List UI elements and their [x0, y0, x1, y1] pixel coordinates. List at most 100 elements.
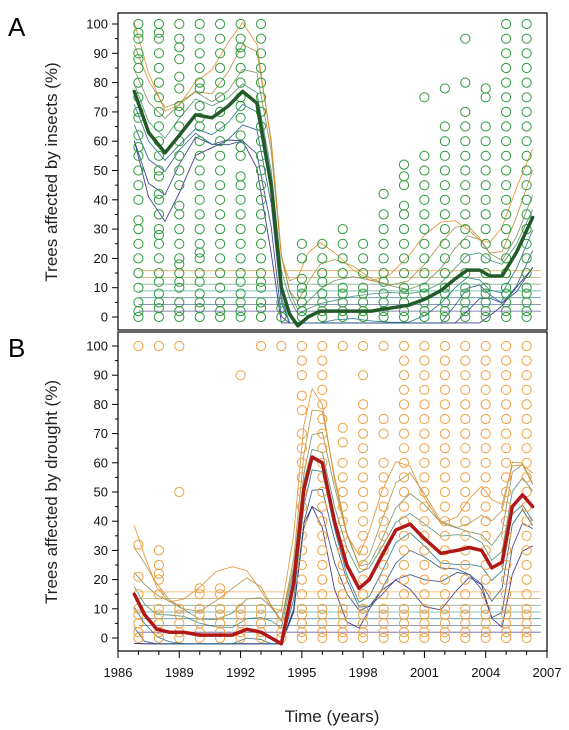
- scatter-point: [398, 428, 410, 439]
- scatter-point: [460, 443, 471, 454]
- scatter-point: [153, 106, 164, 118]
- scatter-point: [133, 180, 144, 191]
- scatter-point: [194, 276, 205, 287]
- scatter-point: [439, 355, 450, 366]
- scatter-point: [521, 516, 532, 527]
- scatter-point: [317, 399, 328, 410]
- scatter-point: [460, 106, 471, 118]
- scatter-point: [378, 276, 389, 287]
- scatter-point: [194, 303, 205, 314]
- scatter-point: [194, 209, 205, 220]
- scatter-point: [398, 486, 410, 498]
- scatter-point: [174, 83, 185, 94]
- scatter-point: [460, 136, 471, 147]
- scatter-point: [358, 443, 369, 454]
- scatter-point: [153, 609, 164, 620]
- scatter-point: [480, 121, 491, 132]
- scatter-point: [215, 121, 226, 132]
- scatter-point: [419, 224, 430, 235]
- scatter-point: [480, 355, 491, 366]
- scatter-point: [215, 136, 226, 147]
- scatter-point: [521, 48, 532, 59]
- scatter-point: [153, 589, 164, 600]
- scatter-point: [153, 194, 164, 205]
- scatter-point: [439, 83, 450, 94]
- scatter-point: [153, 48, 164, 59]
- scatter-point: [153, 92, 164, 103]
- scatter-point: [480, 165, 491, 176]
- scatter-point: [439, 609, 450, 620]
- scatter-point: [358, 486, 369, 498]
- scatter-point: [460, 180, 471, 191]
- x-tick-label: 1989: [165, 665, 194, 680]
- scatter-point: [460, 77, 471, 88]
- scatter-point: [460, 632, 471, 644]
- scatter-point: [337, 224, 348, 235]
- scatter-point: [398, 311, 410, 323]
- scatter-point: [521, 136, 532, 147]
- contour-line: [133, 21, 534, 282]
- scatter-point: [255, 303, 267, 314]
- scatter-point: [501, 253, 512, 264]
- scatter-point: [398, 399, 410, 410]
- scatter-point: [133, 142, 144, 153]
- scatter-point: [296, 238, 307, 249]
- scatter-point: [235, 194, 246, 205]
- scatter-point: [501, 632, 512, 644]
- scatter-point: [215, 589, 226, 600]
- scatter-point: [358, 340, 369, 352]
- scatter-point: [317, 238, 328, 249]
- scatter-point: [521, 545, 532, 556]
- scatter-point: [174, 311, 185, 323]
- scatter-point: [480, 516, 491, 527]
- y-tick-label: 10: [94, 601, 108, 616]
- scatter-point: [174, 297, 185, 308]
- scatter-point: [337, 457, 348, 468]
- scatter-point: [501, 399, 512, 410]
- scatter-point: [194, 247, 205, 258]
- scatter-point: [501, 384, 512, 395]
- scatter-point: [501, 224, 512, 235]
- scatter-point: [460, 589, 471, 600]
- panel-a: 0 10 20 30 40 50 60 70 80 90 100 A Trees affected …: [8, 12, 548, 331]
- scatter-point: [439, 486, 450, 498]
- scatter-point: [480, 428, 491, 439]
- contour-line: [133, 448, 534, 629]
- scatter-point: [317, 384, 328, 395]
- scatter-point: [439, 253, 450, 264]
- x-tick-label: 2001: [410, 665, 439, 680]
- scatter-point: [153, 121, 164, 132]
- scatter-point: [480, 194, 491, 205]
- scatter-point: [133, 282, 144, 293]
- scatter-point: [439, 516, 450, 527]
- panel-b-frame: [117, 331, 548, 652]
- scatter-point: [215, 224, 226, 235]
- scatter-point: [501, 311, 512, 323]
- scatter-point: [480, 609, 491, 620]
- scatter-point: [255, 194, 267, 205]
- scatter-point: [480, 370, 491, 381]
- scatter-point: [460, 384, 471, 395]
- scatter-point: [133, 253, 144, 264]
- scatter-point: [174, 18, 185, 30]
- scatter-point: [398, 530, 410, 541]
- y-tick-label: 50: [94, 163, 108, 178]
- scatter-point: [378, 530, 389, 541]
- scatter-point: [521, 194, 532, 205]
- scatter-point: [317, 413, 328, 425]
- scatter-point: [419, 180, 430, 191]
- scatter-point: [398, 501, 410, 512]
- panel-a-y-axis-title: Trees affected by insects (%): [42, 62, 61, 281]
- scatter-point: [460, 370, 471, 381]
- scatter-point: [174, 609, 185, 620]
- scatter-point: [153, 33, 164, 44]
- scatter-point: [439, 340, 450, 352]
- scatter-point: [521, 106, 532, 118]
- y-tick-label: 80: [94, 397, 108, 412]
- scatter-point: [133, 165, 144, 176]
- scatter-point: [398, 209, 410, 220]
- scatter-point: [153, 18, 164, 30]
- scatter-point: [378, 311, 389, 323]
- scatter-point: [378, 413, 389, 425]
- scatter-point: [255, 180, 267, 191]
